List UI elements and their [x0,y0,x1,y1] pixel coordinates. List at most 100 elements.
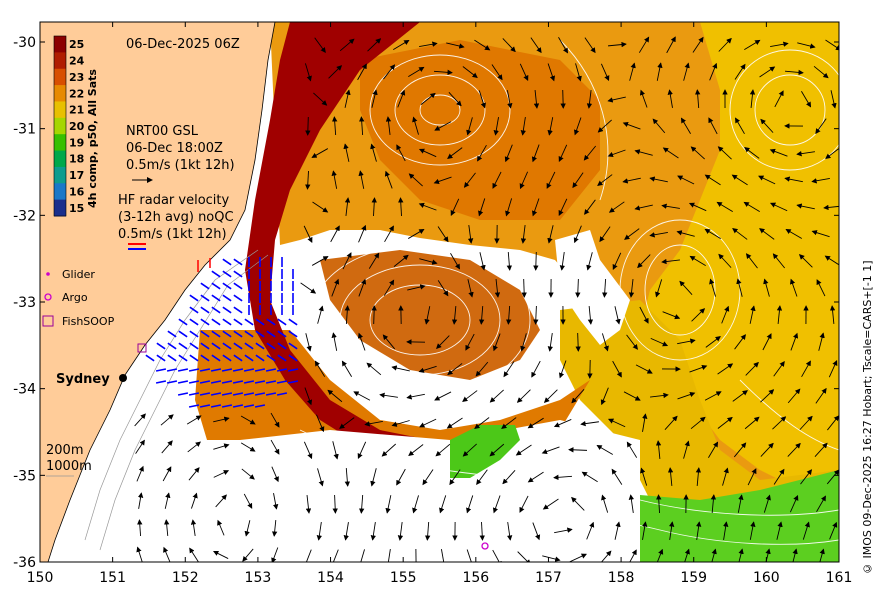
velocity-arrow [638,36,650,53]
velocity-arrow [737,494,744,513]
hf-radar-arrow [276,380,288,384]
velocity-arrow [501,417,517,429]
colorbar-tick-label: 19 [69,136,84,149]
velocity-arrow [717,363,734,375]
velocity-arrow [408,173,423,187]
hf-radar-arrow [243,380,255,384]
velocity-arrow [466,117,473,136]
velocity-arrow [447,363,463,376]
hf-radar-arrow [243,392,255,396]
hf-radar-arrow [255,342,265,350]
velocity-arrow [769,148,788,157]
longitude-ticks: 150 151 152 153 154 155 156 157 158 159 160 161 [27,22,852,586]
velocity-arrow [628,279,635,298]
velocity-arrow [814,442,828,457]
velocity-arrow [396,144,406,162]
velocity-arrow [558,360,567,379]
velocity-arrow [163,519,170,537]
velocity-arrow [358,278,367,297]
velocity-arrow [358,170,365,189]
velocity-arrow [270,439,280,455]
velocity-arrow [796,150,815,157]
velocity-arrow [811,177,830,184]
velocity-arrow [624,228,640,240]
colorbar-segment [54,199,66,217]
velocity-arrow [305,116,311,136]
velocity-arrow [798,254,813,268]
velocity-arrow [596,445,613,455]
velocity-arrow [828,359,838,378]
velocity-arrow [188,467,200,481]
velocity-arrow [527,471,544,483]
sst-orange-gap [360,40,600,220]
hf-radar-arrow [233,306,243,314]
velocity-arrow [135,439,145,454]
velocity-arrow [787,388,801,404]
hf-radar-arrow [166,380,178,384]
hf-radar-arrow [233,270,243,278]
colorbar-tick-label: 17 [69,169,84,182]
latitude-ticks: -30 -31 -32 -33 -34 -35 -36 [13,35,839,571]
velocity-arrow [364,420,383,427]
velocity-arrow [517,551,531,562]
velocity-arrow [680,117,691,134]
velocity-arrow [718,253,732,268]
lat-tick-label: -36 [13,555,36,571]
velocity-arrow [602,278,608,298]
velocity-arrow [718,37,732,52]
velocity-arrow [745,253,758,269]
lon-tick-label: 150 [27,570,54,586]
velocity-arrow [773,468,785,485]
velocity-arrow [784,69,804,76]
lat-tick-label: -33 [13,295,36,311]
hf-radar-arrow [200,330,210,338]
velocity-arrow [190,519,197,536]
hf-radar-arrow [199,368,211,372]
cloud-gap-1 [555,230,630,345]
velocity-arrow [773,360,785,377]
hf-radar-arrow [155,368,167,372]
velocity-arrow [689,364,708,373]
velocity-arrow [600,387,609,406]
fishsoop-marker [137,343,147,353]
velocity-arrow [694,89,701,109]
nrt-title: NRT00 GSL [126,124,199,139]
velocity-arrow [327,389,343,403]
velocity-arrow [584,37,596,54]
hf-radar-arrow [276,392,288,396]
velocity-arrow [384,225,394,243]
velocity-arrow [533,90,540,109]
velocity-arrow [353,391,371,401]
hf-radar-arrow [265,368,277,372]
velocity-arrow [450,198,460,216]
velocity-arrow [305,495,312,514]
velocity-arrow [434,391,452,401]
velocity-arrow [330,549,339,562]
velocity-arrow [344,89,351,108]
velocity-arrow [704,228,721,239]
velocity-arrow [587,305,594,325]
velocity-arrow [787,442,801,457]
hf-radar-arrow [243,404,255,408]
velocity-arrow [676,230,695,237]
velocity-arrow [732,390,748,402]
velocity-arrow [163,546,171,562]
velocity-arrow [776,305,783,324]
velocity-arrow [437,226,449,243]
lon-tick-label: 158 [608,570,635,586]
hf-radar-arrow [188,404,200,408]
hf-radar-arrow [211,342,221,350]
velocity-arrow [635,364,653,374]
velocity-arrow [801,91,812,108]
hf-radar-arrow [266,330,276,338]
velocity-arrow [824,255,839,266]
velocity-arrow [217,519,225,536]
velocity-arrow [332,441,339,460]
nrt-scale: 0.5m/s (1kt 12h) [126,158,235,173]
hf-radar-arrow [254,404,266,408]
velocity-arrow [744,39,761,51]
velocity-arrow [270,412,280,428]
velocity-arrow [765,548,771,562]
colorbar-label: 4h comp, p50, All Sats [86,69,99,208]
velocity-arrow [357,332,366,351]
